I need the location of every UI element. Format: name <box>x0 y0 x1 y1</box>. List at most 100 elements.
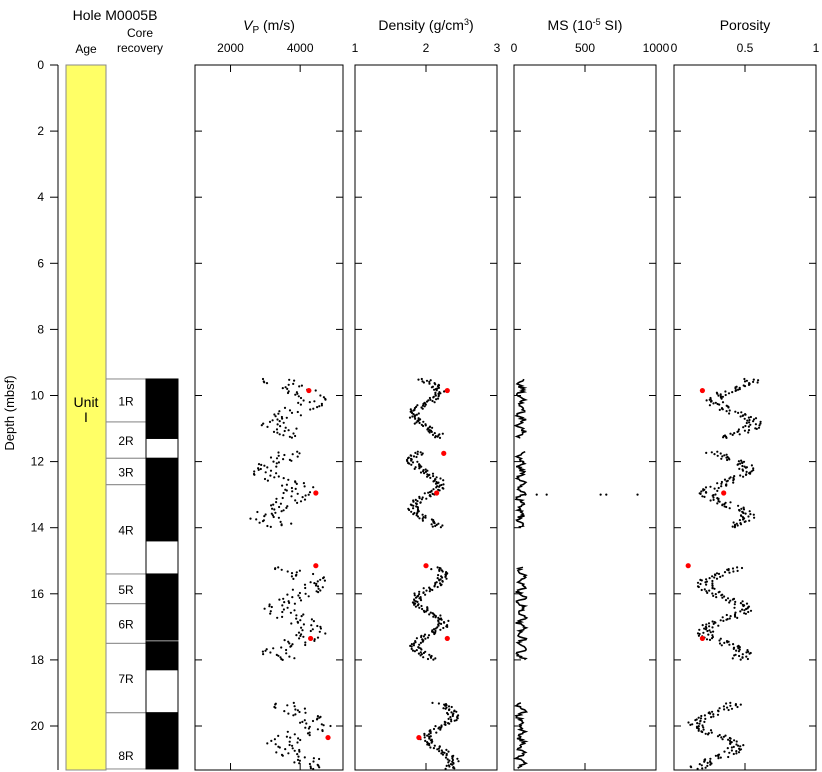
depth-tick-label: 2 <box>37 124 44 138</box>
data-point <box>269 469 273 472</box>
data-point <box>712 594 715 598</box>
data-point <box>416 600 419 604</box>
core-gap-bar <box>145 437 179 459</box>
data-point <box>297 755 300 758</box>
data-point <box>728 601 731 604</box>
data-point <box>715 596 718 599</box>
data-point <box>737 388 740 391</box>
data-point <box>431 588 434 592</box>
data-point <box>730 746 734 749</box>
data-point <box>266 742 269 745</box>
data-point <box>309 581 312 584</box>
data-point <box>298 759 301 762</box>
data-point <box>697 634 701 637</box>
data-point <box>447 750 450 753</box>
data-point <box>441 432 444 435</box>
data-point <box>739 474 742 477</box>
data-point <box>712 715 715 718</box>
data-point <box>435 389 438 392</box>
data-point <box>436 585 439 589</box>
data-point <box>437 624 440 627</box>
data-point <box>749 472 752 475</box>
data-point <box>415 421 418 424</box>
data-point <box>286 570 289 573</box>
data-point <box>698 722 701 725</box>
data-point <box>287 752 290 755</box>
data-point <box>744 466 748 469</box>
data-point <box>284 748 287 751</box>
data-point <box>445 748 448 752</box>
data-point <box>299 403 302 406</box>
data-point <box>738 654 741 658</box>
data-point <box>319 625 322 628</box>
data-point <box>745 607 748 611</box>
data-point <box>424 514 427 518</box>
discrete-sample-point <box>313 563 319 569</box>
data-point <box>703 495 706 498</box>
data-point <box>418 590 421 593</box>
data-point <box>697 716 700 719</box>
data-point <box>704 628 708 631</box>
data-point <box>718 500 721 503</box>
data-point <box>457 760 460 763</box>
data-point <box>758 424 761 427</box>
data-point <box>729 701 732 705</box>
data-point <box>712 630 715 633</box>
data-point <box>299 396 303 400</box>
data-point <box>448 722 451 725</box>
age-unit-label: Unit <box>74 394 99 410</box>
depth-tick-label: 18 <box>31 653 45 667</box>
data-point <box>280 524 283 527</box>
data-point <box>735 740 738 743</box>
discrete-sample-point <box>325 734 331 741</box>
data-point <box>415 502 418 506</box>
data-point <box>423 405 426 408</box>
data-point <box>274 743 277 746</box>
data-point <box>736 430 739 433</box>
data-point <box>719 452 722 455</box>
data-point <box>421 404 425 407</box>
data-point <box>288 409 292 412</box>
data-point <box>275 462 278 465</box>
data-point <box>709 485 712 488</box>
data-point <box>426 636 430 639</box>
data-point <box>292 432 295 435</box>
data-point <box>291 588 294 591</box>
data-point <box>737 428 741 431</box>
data-point <box>415 455 418 459</box>
data-point <box>730 707 734 710</box>
data-point <box>743 612 746 615</box>
data-point <box>726 747 729 750</box>
data-point <box>429 735 432 738</box>
data-point <box>434 524 437 528</box>
data-point <box>453 719 456 722</box>
data-point <box>703 720 706 724</box>
panel-density: Density (g/cm3) 1 2 3 <box>352 17 501 771</box>
data-point <box>297 401 300 404</box>
data-point <box>736 645 739 648</box>
discrete-sample-point <box>721 490 727 496</box>
data-point <box>297 737 300 740</box>
data-point <box>704 581 707 584</box>
data-point <box>726 706 729 709</box>
data-point <box>417 652 420 655</box>
data-point <box>418 517 421 520</box>
data-point <box>293 761 296 764</box>
data-point <box>411 461 415 464</box>
data-point <box>757 379 760 382</box>
data-point <box>269 651 272 654</box>
data-point <box>273 476 276 479</box>
data-point <box>752 418 756 421</box>
ms-outlier-point <box>599 493 602 496</box>
data-point <box>450 705 453 709</box>
data-point <box>298 750 301 753</box>
data-point <box>421 496 424 499</box>
data-point <box>266 479 269 482</box>
data-point <box>293 749 296 752</box>
data-point <box>748 519 751 522</box>
data-point <box>714 621 717 624</box>
data-point <box>411 415 414 418</box>
data-point <box>723 750 726 753</box>
data-point <box>717 572 721 576</box>
data-point <box>713 453 716 456</box>
